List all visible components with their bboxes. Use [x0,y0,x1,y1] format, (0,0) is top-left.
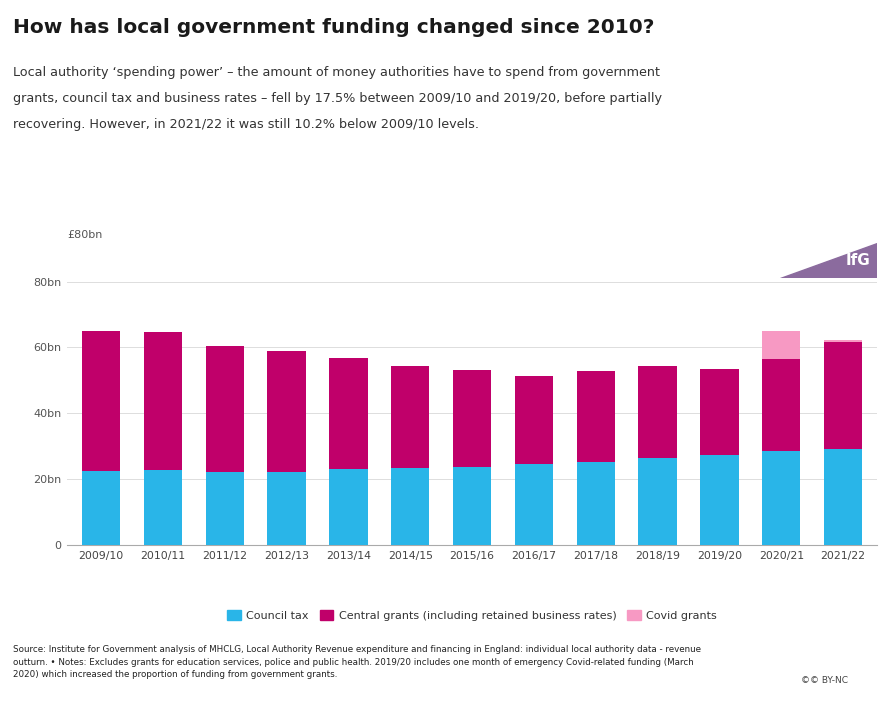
Bar [391,365,429,469]
Bar [267,472,306,545]
Bar [762,331,799,359]
Bar [267,351,306,472]
Bar [762,359,799,451]
Bar [637,365,676,458]
Text: IfG: IfG [844,253,869,268]
Text: grants, council tax and business rates – fell by 17.5% between 2009/10 and 2019/: grants, council tax and business rates –… [13,92,662,105]
Bar [329,358,367,469]
Bar [206,471,244,545]
Text: recovering. However, in 2021/22 it was still 10.2% below 2009/10 levels.: recovering. However, in 2021/22 it was s… [13,118,479,131]
Bar [762,451,799,545]
Text: £80bn: £80bn [67,230,103,240]
Text: Local authority revenues by source (2021/22 prices): Local authority revenues by source (2021… [80,254,471,267]
Text: Local authority ‘spending power’ – the amount of money authorities have to spend: Local authority ‘spending power’ – the a… [13,66,660,79]
Bar [576,462,614,545]
Bar [452,370,491,466]
Bar [514,464,552,545]
Polygon shape [779,243,876,278]
Text: ©© BY-NC: ©© BY-NC [800,676,848,685]
Text: Source: Institute for Government analysis of MHCLG, Local Authority Revenue expe: Source: Institute for Government analysi… [13,645,701,679]
Text: How has local government funding changed since 2010?: How has local government funding changed… [13,18,654,37]
Bar [576,371,614,462]
Bar [699,455,738,545]
Bar [329,469,367,545]
Bar [144,470,181,545]
Bar [823,340,861,342]
Bar [823,342,861,449]
Legend: Council tax, Central grants (including retained business rates), Covid grants: Council tax, Central grants (including r… [223,606,721,625]
Bar [206,346,244,471]
Bar [452,466,491,545]
Bar [514,376,552,464]
Bar [144,331,181,470]
Bar [82,331,120,471]
Bar [82,471,120,545]
Bar [823,449,861,545]
Bar [699,369,738,455]
Bar [391,469,429,545]
Bar [637,458,676,545]
